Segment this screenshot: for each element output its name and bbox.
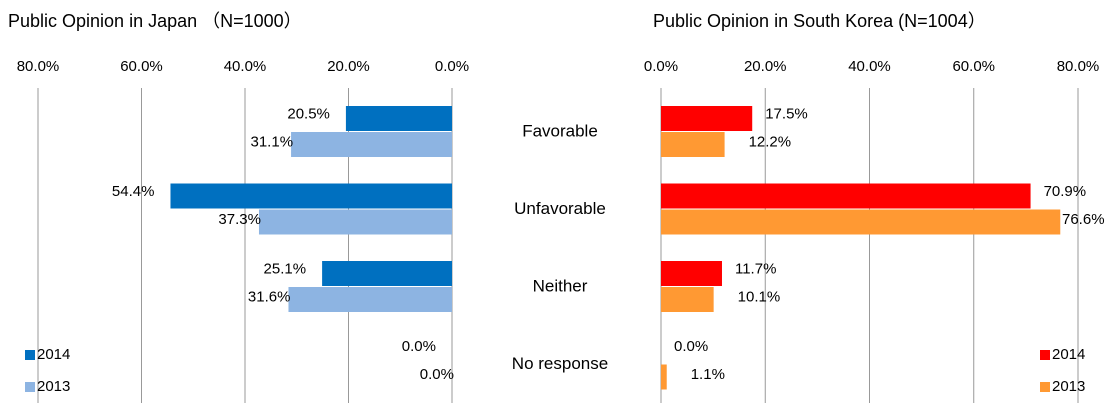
bar — [322, 261, 452, 286]
bar — [661, 261, 722, 286]
data-label: 25.1% — [264, 260, 307, 277]
x-tick-label: 60.0% — [952, 58, 995, 75]
legend-label: 2013 — [1052, 378, 1085, 395]
data-label: 0.0% — [674, 338, 708, 355]
bar — [661, 132, 725, 157]
bar — [288, 287, 452, 312]
data-label: 12.2% — [749, 133, 792, 150]
chart-title: Public Opinion in Japan （N=1000） — [8, 11, 302, 31]
bar — [661, 183, 1031, 209]
legend-swatch — [25, 382, 35, 392]
category-label: Unfavorable — [514, 199, 606, 218]
category-label: Neither — [533, 276, 588, 295]
legend-swatch — [1040, 382, 1050, 392]
legend-swatch — [1040, 350, 1050, 360]
category-label: Favorable — [522, 121, 598, 140]
bar — [258, 209, 452, 235]
data-label: 31.1% — [251, 133, 294, 150]
x-tick-label: 20.0% — [744, 58, 787, 75]
data-label: 20.5% — [287, 105, 330, 122]
data-label: 10.1% — [738, 288, 781, 305]
x-tick-label: 80.0% — [17, 58, 60, 75]
data-label: 76.6% — [1062, 211, 1105, 228]
data-label: 1.1% — [691, 366, 725, 383]
data-label: 54.4% — [112, 183, 155, 200]
x-tick-label: 60.0% — [120, 58, 163, 75]
x-tick-label: 40.0% — [848, 58, 891, 75]
x-tick-label: 80.0% — [1057, 58, 1100, 75]
data-label: 70.9% — [1044, 183, 1087, 200]
bar — [661, 106, 753, 131]
bar — [661, 364, 667, 390]
chart-title: Public Opinion in South Korea (N=1004） — [653, 11, 986, 31]
data-label: 31.6% — [248, 288, 291, 305]
legend-label: 2014 — [1052, 346, 1085, 363]
bar — [291, 132, 452, 157]
x-tick-label: 0.0% — [435, 58, 469, 75]
bar — [170, 183, 453, 209]
legend-swatch — [25, 350, 35, 360]
x-tick-label: 40.0% — [224, 58, 267, 75]
data-label: 0.0% — [402, 338, 436, 355]
bar — [661, 287, 714, 312]
legend-label: 2014 — [37, 346, 70, 363]
data-label: 11.7% — [735, 260, 776, 277]
data-label: 37.3% — [218, 211, 261, 228]
bar — [345, 106, 452, 131]
legend-label: 2013 — [37, 378, 70, 395]
category-label: No response — [512, 354, 608, 373]
x-tick-label: 0.0% — [644, 58, 678, 75]
bar — [661, 209, 1061, 235]
data-label: 17.5% — [765, 105, 808, 122]
x-tick-label: 20.0% — [327, 58, 370, 75]
data-label: 0.0% — [420, 366, 454, 383]
